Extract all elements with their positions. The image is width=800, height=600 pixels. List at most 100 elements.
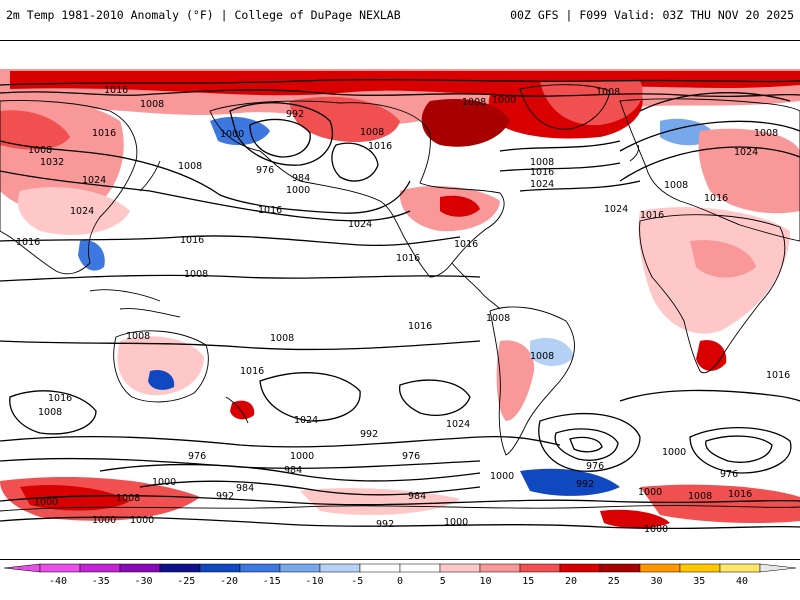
contour-label: 1008	[596, 87, 620, 98]
patagonia-warm	[230, 400, 255, 420]
colorbar-tick-label: 15	[522, 576, 535, 587]
us-warm-core	[440, 195, 480, 217]
contour-label: 1024	[82, 175, 106, 186]
contour-label: 1016	[704, 193, 728, 204]
contour-label: 976	[188, 451, 206, 462]
colorbar-tick-label: -25	[177, 576, 196, 587]
contour-label: 1000	[662, 447, 686, 458]
colorbar-swatch	[39, 563, 81, 573]
contour-label: 1016	[530, 167, 554, 178]
contour-label: 976	[720, 469, 738, 480]
isobar	[569, 436, 603, 453]
contour-label: 1024	[446, 419, 470, 430]
contour-label: 1016	[640, 210, 664, 221]
map-title: 2m Temp 1981-2010 Anomaly (°F) | College…	[6, 8, 401, 22]
colorbar-swatch	[239, 563, 281, 573]
contour-label: 1000	[220, 129, 244, 140]
contour-label: 1000	[444, 517, 468, 528]
contour-label: 1024	[604, 204, 628, 215]
japan-outline	[139, 160, 161, 192]
colorbar-swatch	[79, 563, 121, 573]
contour-label: 1008	[530, 157, 554, 168]
australia-outline	[113, 330, 209, 403]
contour-label: 1024	[734, 147, 758, 158]
colorbar-swatch	[119, 563, 161, 573]
contour-label: 1000	[644, 524, 668, 535]
colorbar-labels: -40 -35 -30 -25 -20 -15 -10 -5 0 5 10 15 20 25 30 35 40	[0, 576, 800, 588]
contour-label: 1008	[184, 269, 208, 280]
isobars	[0, 78, 800, 530]
contour-label: 1000	[492, 95, 516, 106]
contour-label: 1024	[348, 219, 372, 230]
colorbar-tick-label: 25	[607, 576, 620, 587]
colorbar-tick-label: 10	[479, 576, 492, 587]
contour-label: 992	[360, 429, 378, 440]
south-africa-warm	[696, 340, 727, 371]
isobar	[0, 495, 800, 506]
contour-label: 1016	[368, 141, 392, 152]
south-america-outline	[489, 306, 575, 456]
map-svg: 1016 1008 1008 1016 1032 1024 1024 1016 …	[0, 69, 800, 535]
indonesia-outline	[89, 289, 181, 318]
isobar	[249, 118, 311, 158]
colorbar-tick-label: 35	[693, 576, 706, 587]
colorbar-swatches	[3, 563, 797, 573]
colorbar-swatch	[519, 563, 561, 573]
contour-label: 1008	[486, 313, 510, 324]
colorbar-swatch	[279, 563, 321, 573]
north-america-outline	[209, 100, 505, 278]
contour-label: 1008	[126, 331, 150, 342]
map-panel: 1016 1008 1008 1016 1032 1024 1024 1016 …	[0, 40, 800, 560]
colorbar-tick-label: 5	[439, 576, 446, 587]
isobar	[554, 428, 619, 461]
antarctic-warm-3	[640, 484, 800, 523]
isobar	[0, 170, 411, 222]
greenland-outline	[519, 84, 611, 130]
contour-label: 1008	[38, 407, 62, 418]
colorbar-swatch	[639, 563, 681, 573]
contour-label: 1016	[104, 85, 128, 96]
antarctica-outline	[0, 505, 800, 512]
asia-warm-core	[0, 110, 70, 150]
contour-label: 1000	[130, 515, 154, 526]
colorbar	[0, 560, 800, 600]
contour-label: 1016	[728, 489, 752, 500]
contour-label: 1008	[178, 161, 202, 172]
contour-label: 984	[408, 491, 426, 502]
central-america-outline	[451, 262, 501, 310]
contour-labels: 1016 1008 1008 1016 1032 1024 1024 1016 …	[16, 85, 790, 535]
isobar	[689, 426, 792, 474]
antarctic-warm-4	[600, 509, 670, 529]
scandinavia-warm	[421, 99, 510, 147]
contour-label: 1008	[688, 491, 712, 502]
isobar	[0, 340, 481, 351]
contour-label: 984	[236, 483, 254, 494]
nz-outline	[225, 396, 249, 424]
colorbar-right-arrow	[759, 563, 797, 573]
contour-label: 1016	[408, 321, 432, 332]
alaska-cold	[210, 116, 270, 146]
contour-label: 1016	[92, 128, 116, 139]
isobar	[139, 480, 481, 496]
isobar	[499, 140, 621, 152]
isobar	[619, 146, 800, 182]
contour-label: 1008	[28, 145, 52, 156]
arctic-warm-core	[10, 71, 800, 96]
contour-label: 1016	[454, 239, 478, 250]
australia-cold	[148, 369, 175, 390]
isobar	[619, 120, 800, 152]
isobar	[519, 180, 641, 192]
isobar	[0, 140, 411, 214]
colorbar-tick-label: 20	[564, 576, 578, 587]
contour-label: 1008	[140, 99, 164, 110]
colorbar-swatch	[319, 563, 361, 573]
isobar	[0, 274, 481, 282]
contour-label: 1032	[40, 157, 64, 168]
colorbar-tick-label: -20	[219, 576, 239, 587]
contour-label: 1000	[92, 515, 116, 526]
contour-label: 992	[286, 109, 304, 120]
isobar	[0, 235, 461, 247]
greenland-warm	[540, 81, 643, 126]
australia-warm	[117, 336, 204, 396]
isobar	[229, 102, 334, 166]
